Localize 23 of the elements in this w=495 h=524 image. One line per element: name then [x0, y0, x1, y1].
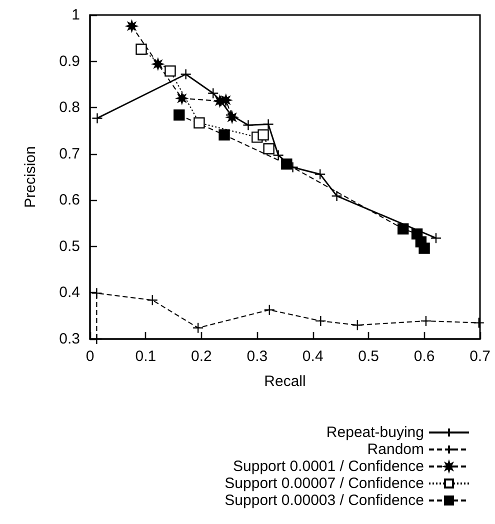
y-tick-label: 0.7	[59, 145, 80, 162]
x-tick-label: 0.5	[358, 348, 379, 365]
legend-label: Support 0.00003 / Confidence	[224, 492, 424, 509]
legend-label: Support 0.00007 / Confidence	[224, 475, 424, 492]
y-tick-label: 0.8	[59, 99, 80, 116]
x-tick-label: 0.4	[302, 348, 324, 365]
legend-label: Repeat-buying	[326, 424, 424, 441]
legend-label: Random	[367, 441, 424, 458]
y-axis-title: Precision	[22, 146, 39, 208]
y-tick-label: 0.5	[59, 238, 80, 255]
y-tick-label: 0.4	[59, 284, 80, 302]
y-tick-label: 1	[72, 6, 80, 24]
x-axis-title: Recall	[264, 373, 306, 390]
y-tick-label: 0.6	[59, 192, 80, 209]
x-tick-label: 0.1	[135, 348, 156, 365]
y-tick-label: 0.3	[59, 330, 80, 348]
x-tick-label: 0	[86, 348, 94, 365]
x-tick-label: 0.2	[191, 348, 212, 365]
x-tick-label: 0.7	[470, 348, 490, 365]
legend-label: Support 0.0001 / Confidence	[233, 458, 424, 475]
y-tick-label: 0.9	[59, 52, 80, 70]
x-tick-label: 0.3	[246, 348, 268, 365]
x-tick-label: 0.6	[414, 348, 435, 365]
